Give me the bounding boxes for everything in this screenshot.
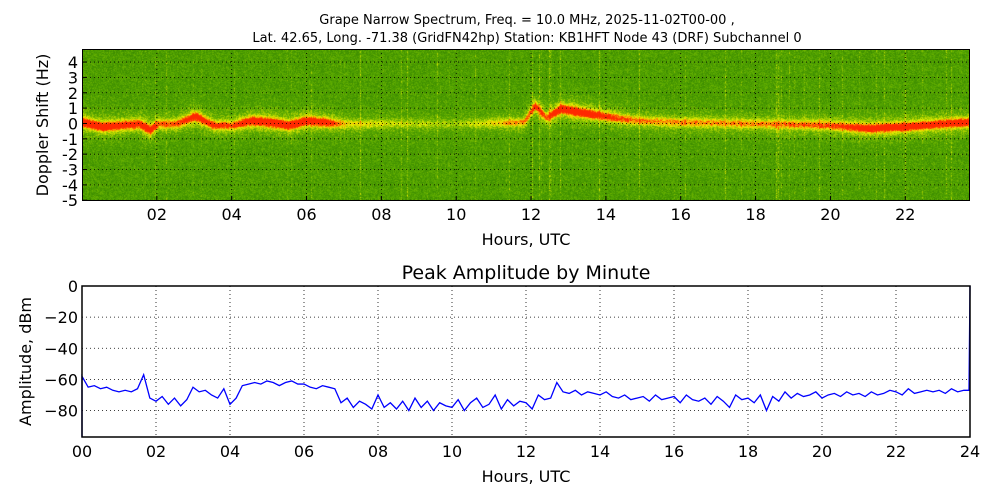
- spectrogram-y-tick-label: -5: [62, 191, 78, 210]
- spectrum-title: Grape Narrow Spectrum, Freq. = 10.0 MHz,…: [319, 13, 735, 28]
- spectrogram-x-tick-label: 02: [147, 205, 167, 224]
- spectrum-subtitle: Lat. 42.65, Long. -71.38 (GridFN42hp) St…: [252, 31, 802, 46]
- spectrogram-x-tick-label: 08: [371, 205, 391, 224]
- amplitude-y-axis-label: Amplitude, dBm: [16, 297, 35, 426]
- amplitude-chart-title: Peak Amplitude by Minute: [402, 262, 651, 284]
- amplitude-y-tick-label: −40: [44, 339, 78, 358]
- spectrogram-x-tick-label: 20: [820, 205, 840, 224]
- amplitude-x-tick-label: 06: [294, 442, 314, 461]
- amplitude-x-tick-label: 02: [146, 442, 166, 461]
- spectrogram-y-tick-label: 1: [68, 99, 78, 118]
- amplitude-series-line: [81, 285, 971, 437]
- amplitude-x-axis-label: Hours, UTC: [482, 467, 571, 486]
- amplitude-x-tick-label: 00: [72, 442, 92, 461]
- spectrogram-x-tick-label: 12: [521, 205, 541, 224]
- spectrogram-y-tick-label: 2: [68, 84, 78, 103]
- amplitude-x-tick-label: 22: [886, 442, 906, 461]
- spectrogram-heatmap: [83, 50, 969, 200]
- amplitude-x-tick-label: 04: [220, 442, 240, 461]
- amplitude-x-tick-label: 14: [590, 442, 610, 461]
- amplitude-y-tick-label: 0: [68, 277, 78, 296]
- spectrogram-x-tick-label: 10: [446, 205, 466, 224]
- amplitude-y-tick-label: −60: [44, 370, 78, 389]
- spectrogram-x-tick-label: 18: [745, 205, 765, 224]
- spectrogram-y-tick-label: -1: [62, 130, 78, 149]
- spectrogram-x-tick-label: 06: [296, 205, 316, 224]
- amplitude-x-tick-label: 24: [960, 442, 980, 461]
- spectrogram-x-axis-label: Hours, UTC: [482, 230, 571, 249]
- amplitude-x-tick-label: 12: [516, 442, 536, 461]
- amplitude-y-tick-label: −20: [44, 308, 78, 327]
- amplitude-x-tick-label: 18: [738, 442, 758, 461]
- spectrogram-x-tick-label: 04: [222, 205, 242, 224]
- amplitude-x-tick-label: 10: [442, 442, 462, 461]
- amplitude-x-tick-label: 08: [368, 442, 388, 461]
- amplitude-plot-frame: [81, 285, 971, 438]
- spectrogram-y-tick-label: -4: [62, 176, 78, 195]
- spectrogram-y-tick-label: 3: [68, 68, 78, 87]
- spectrogram-y-axis-label: Doppler Shift (Hz): [33, 54, 52, 197]
- spectrogram-y-tick-label: -2: [62, 145, 78, 164]
- spectrogram-y-tick-label: -3: [62, 161, 78, 180]
- spectrogram-x-tick-label: 22: [895, 205, 915, 224]
- spectrogram-y-tick-label: 4: [68, 53, 78, 72]
- amplitude-x-tick-label: 20: [812, 442, 832, 461]
- spectrogram-x-tick-label: 14: [596, 205, 616, 224]
- spectrogram-y-tick-label: 0: [68, 114, 78, 133]
- spectrogram-x-tick-label: 16: [671, 205, 691, 224]
- spectrogram-plot-area: [82, 49, 970, 201]
- amplitude-y-tick-label: −80: [44, 402, 78, 421]
- amplitude-x-tick-label: 16: [664, 442, 684, 461]
